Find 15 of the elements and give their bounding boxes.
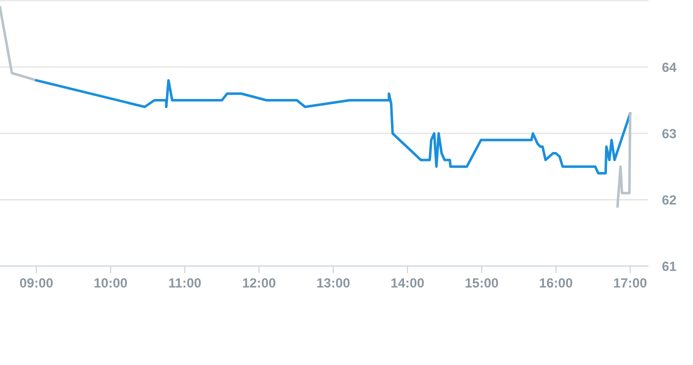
x-tick-label: 15:00 (466, 278, 498, 288)
x-tick-label: 11:00 (169, 278, 201, 288)
y-tick-label: 63 (662, 128, 676, 138)
y-tick-label: 61 (662, 262, 676, 271)
x-tick-label: 13:00 (317, 278, 350, 288)
x-tick-label: 16:00 (540, 278, 572, 288)
x-tick-label: 12:00 (242, 278, 276, 288)
line-series (35, 79, 632, 174)
x-tick-label: 17:00 (614, 278, 646, 288)
y-tick-label: 62 (662, 195, 676, 205)
x-tick-label: 14:00 (391, 278, 424, 288)
y-tick-label: 64 (662, 62, 676, 72)
x-tick-label: 09:00 (20, 278, 53, 288)
line-series (616, 112, 632, 208)
x-tick-label: 10:00 (94, 278, 127, 288)
